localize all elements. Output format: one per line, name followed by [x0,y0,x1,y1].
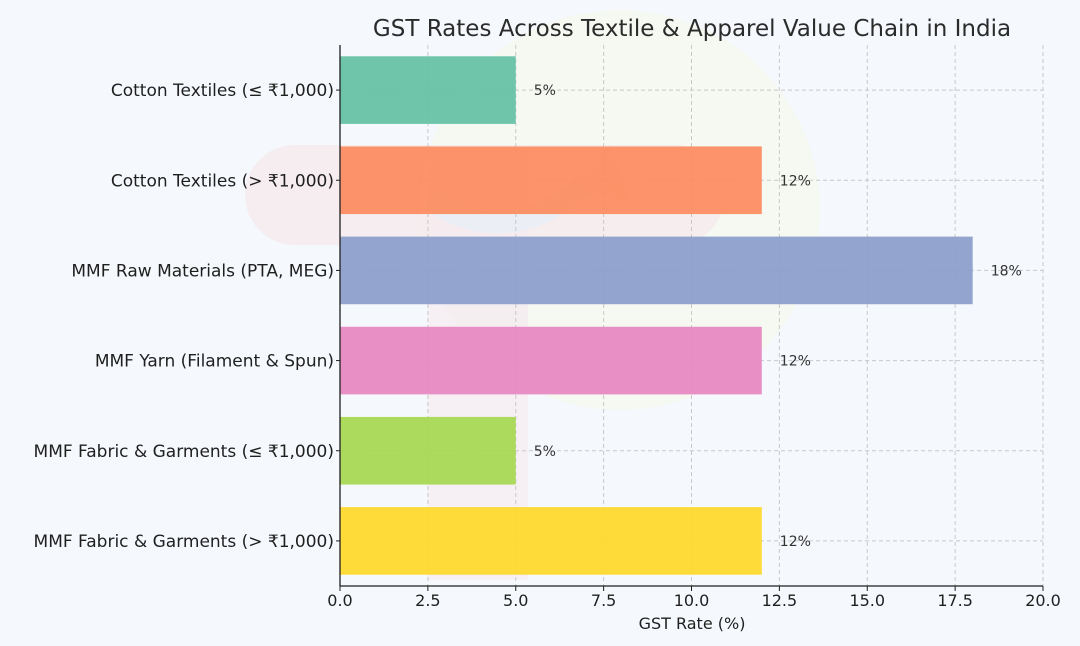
category-labels: Cotton Textiles (≤ ₹1,000) Cotton Textile… [34,81,340,552]
bar-value-label: 5% [534,83,556,99]
x-tick-label: 15.0 [849,591,885,610]
bar [340,507,762,575]
bar [340,326,762,395]
bar-value-label: 12% [780,173,811,189]
bar [340,416,516,485]
x-tick-labels: 0.0 2.5 5.0 7.5 10.0 12.5 15.0 17.5 20.0 [327,586,1061,610]
x-tick-label: 2.5 [415,591,440,610]
x-tick-label: 17.5 [937,591,973,610]
category-label: MMF Fabric & Garments (> ₹1,000) [34,532,334,552]
bar [340,56,516,124]
category-label: MMF Fabric & Garments (≤ ₹1,000) [34,442,334,462]
x-tick-label: 12.5 [762,591,798,610]
data-labels: 5% 12% 18% 12% 5% 12% [534,83,1022,550]
bar-value-label: 5% [534,444,556,460]
bar-value-label: 12% [780,534,811,550]
category-label: Cotton Textiles (> ₹1,000) [111,171,334,191]
bar-value-label: 12% [780,354,811,370]
x-axis-title: GST Rate (%) [639,614,746,633]
x-tick-label: 5.0 [503,591,528,610]
category-label: Cotton Textiles (≤ ₹1,000) [111,81,334,101]
bar [340,146,762,215]
bars [340,56,973,575]
x-tick-label: 20.0 [1025,591,1061,610]
bar [340,236,973,305]
x-tick-label: 0.0 [327,591,352,610]
category-label: MMF Raw Materials (PTA, MEG) [71,261,334,281]
chart-title: GST Rates Across Textile & Apparel Value… [373,16,1011,42]
x-tick-label: 10.0 [674,591,710,610]
bar-value-label: 18% [991,263,1022,279]
x-tick-label: 7.5 [591,591,616,610]
category-label: MMF Yarn (Filament & Spun) [95,352,334,372]
